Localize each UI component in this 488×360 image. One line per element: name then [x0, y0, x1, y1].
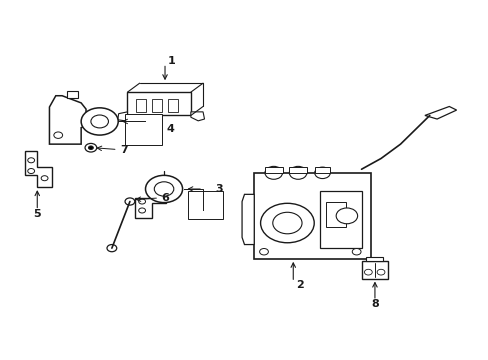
Circle shape — [139, 199, 145, 204]
Circle shape — [41, 176, 48, 181]
Text: 4: 4 — [166, 124, 174, 134]
Text: 6: 6 — [161, 193, 169, 203]
Circle shape — [139, 208, 145, 213]
Bar — [168, 99, 178, 112]
Circle shape — [54, 132, 62, 138]
Polygon shape — [190, 112, 204, 121]
Polygon shape — [135, 198, 166, 218]
Circle shape — [91, 115, 108, 128]
Circle shape — [28, 158, 35, 163]
Bar — [125, 114, 161, 145]
Circle shape — [145, 175, 182, 203]
Polygon shape — [49, 96, 86, 144]
Bar — [289, 167, 306, 173]
Bar — [264, 167, 282, 173]
Circle shape — [260, 203, 314, 243]
Bar — [67, 91, 78, 98]
Text: 5: 5 — [33, 209, 41, 219]
Circle shape — [272, 212, 302, 234]
Circle shape — [81, 108, 118, 135]
Circle shape — [88, 146, 93, 149]
Text: 8: 8 — [370, 300, 378, 310]
Bar — [152, 99, 162, 112]
Polygon shape — [242, 194, 254, 244]
Bar — [326, 202, 345, 226]
Text: 7: 7 — [120, 144, 128, 154]
Bar — [314, 167, 330, 173]
Bar — [320, 191, 361, 248]
Circle shape — [314, 167, 330, 179]
Text: 1: 1 — [167, 56, 175, 66]
Circle shape — [364, 269, 371, 275]
Bar — [188, 191, 222, 220]
Circle shape — [289, 166, 306, 179]
Circle shape — [259, 248, 268, 255]
Circle shape — [125, 198, 135, 205]
Bar — [366, 257, 383, 261]
Text: 2: 2 — [295, 280, 303, 290]
Circle shape — [85, 143, 97, 152]
Bar — [127, 92, 190, 116]
Circle shape — [351, 248, 360, 255]
Bar — [254, 173, 370, 259]
Circle shape — [376, 269, 384, 275]
Bar — [136, 99, 146, 112]
Bar — [361, 261, 387, 279]
Circle shape — [264, 166, 282, 179]
Polygon shape — [424, 107, 456, 119]
Circle shape — [335, 208, 357, 224]
Polygon shape — [25, 151, 52, 187]
Polygon shape — [118, 112, 127, 121]
Circle shape — [107, 244, 117, 252]
Circle shape — [28, 168, 35, 174]
Text: 3: 3 — [215, 184, 223, 194]
Circle shape — [154, 182, 173, 196]
